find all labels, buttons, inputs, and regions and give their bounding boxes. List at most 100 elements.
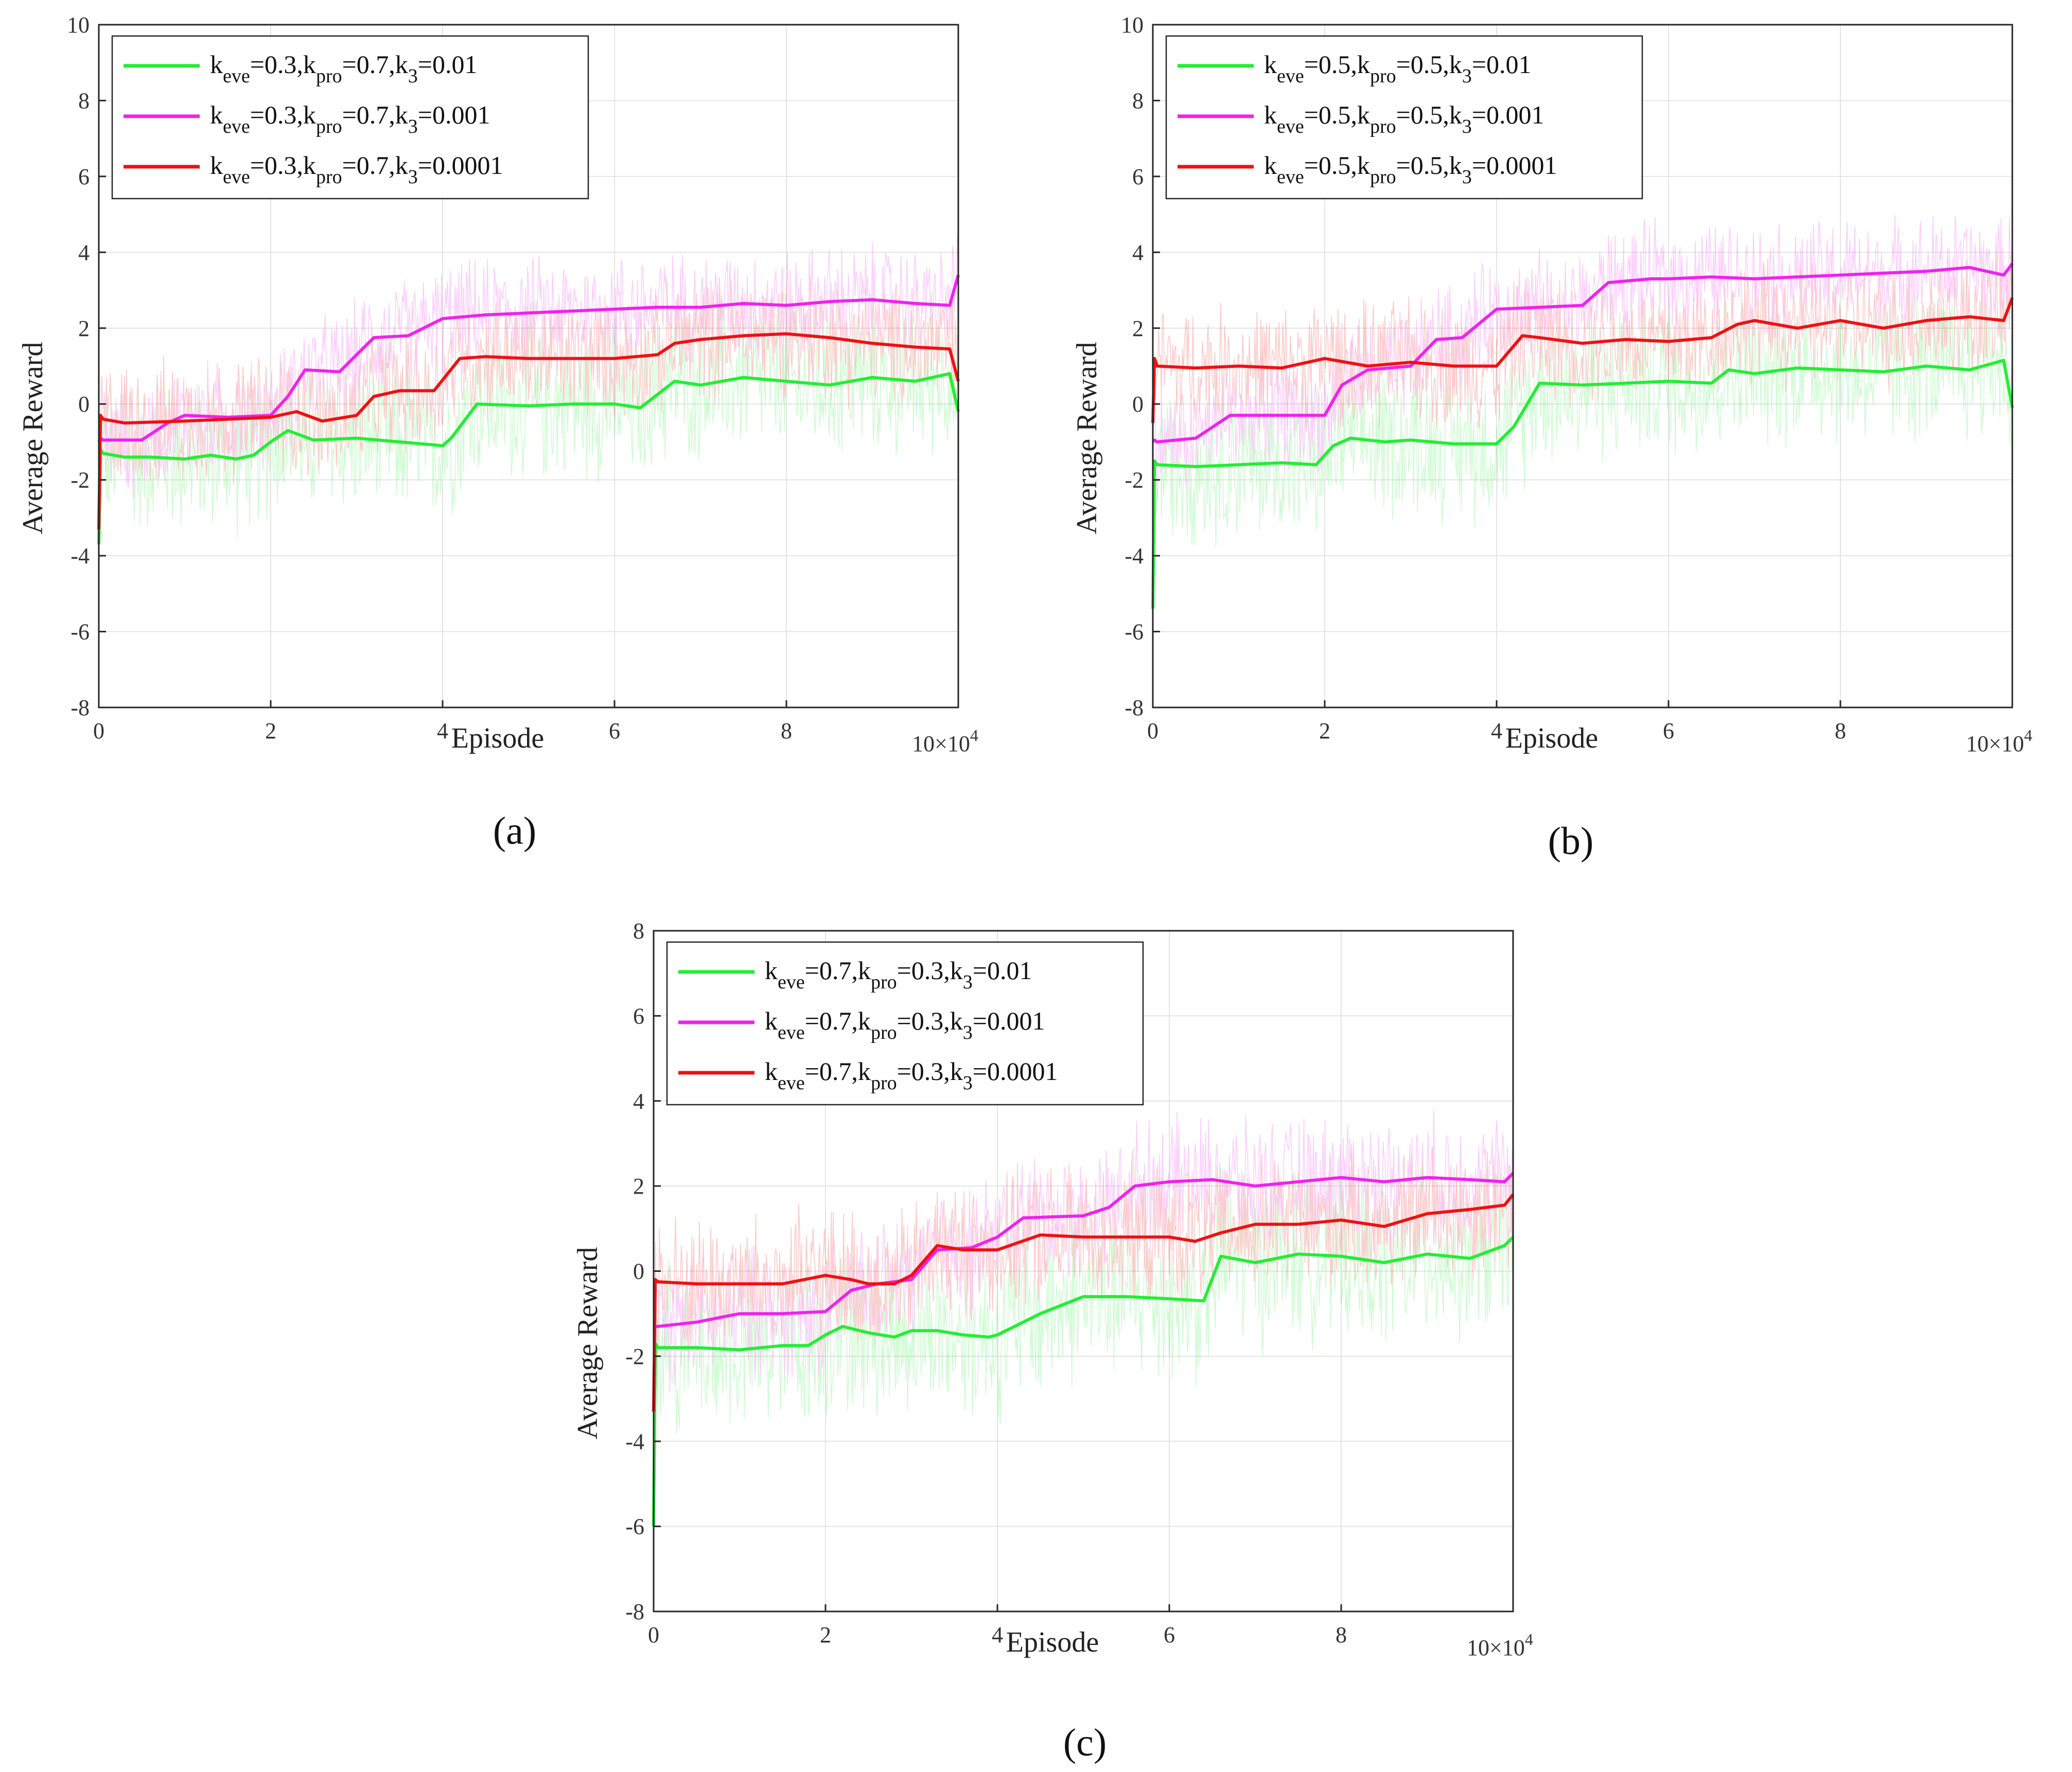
legend-text-part: =0.3,k	[250, 50, 316, 79]
legend-subscript: eve	[1277, 116, 1304, 137]
legend-entry-3: keve=0.3,kpro=0.7,k3=0.0001	[210, 151, 503, 188]
x-multiplier-exponent: 4	[970, 726, 978, 745]
x-tick-label: 6	[1164, 1622, 1175, 1647]
raw-series-3	[1152, 248, 2013, 432]
series-line-2	[654, 1172, 1515, 1328]
legend-subscript: eve	[778, 1072, 805, 1094]
y-tick-label: -8	[625, 1599, 644, 1624]
legend-subscript: eve	[778, 1022, 805, 1043]
series-line-2	[1151, 262, 2014, 444]
x-tick-label: 0	[93, 718, 104, 743]
legend-entry-2: keve=0.5,kpro=0.5,k3=0.001	[1264, 100, 1544, 137]
legend-text-part: k	[765, 1057, 778, 1086]
raw-series-2	[98, 233, 959, 498]
panel-caption-3: (c)	[1063, 1721, 1107, 1764]
y-tick-label: -2	[625, 1344, 644, 1369]
legend-subscript: eve	[223, 166, 250, 188]
legend-subscript: 3	[408, 65, 418, 87]
y-tick-label: -8	[1125, 695, 1144, 720]
raw-series-1	[1152, 293, 2013, 559]
legend-text-part: =0.5,k	[1396, 50, 1462, 79]
y-axis-title: Average Reward	[1071, 342, 1103, 535]
legend-text-part: =0.3,k	[897, 1057, 963, 1086]
legend-subscript: 3	[963, 1072, 973, 1094]
x-multiplier: 10×104	[1966, 726, 2032, 756]
legend-text-part: =0.3,k	[897, 956, 963, 985]
legend-entry-1: keve=0.5,kpro=0.5,k3=0.01	[1264, 50, 1532, 87]
legend-subscript: 3	[963, 1022, 973, 1043]
legend-text-part: =0.0001	[973, 1057, 1058, 1086]
y-tick-label: -6	[1125, 619, 1144, 645]
raw-series-3	[653, 1144, 1514, 1459]
y-tick-label: 4	[1132, 240, 1144, 265]
legend-text-part: =0.5,k	[1304, 50, 1370, 79]
y-tick-label: 10	[67, 12, 90, 38]
y-axis-title: Average Reward	[572, 1247, 604, 1440]
legend-subscript: 3	[408, 166, 418, 188]
legend-subscript: eve	[778, 971, 805, 993]
legend-subscript: eve	[1277, 166, 1304, 188]
legend-text-part: =0.5,k	[1396, 100, 1462, 129]
legend-subscript: eve	[223, 116, 250, 137]
series-line-3	[97, 332, 960, 529]
y-tick-label: -8	[71, 695, 90, 720]
legend-subscript: 3	[963, 971, 973, 993]
raw-reward-noise	[1152, 215, 2013, 559]
y-axis-title: Average Reward	[17, 342, 49, 535]
series-line-1	[97, 372, 960, 545]
x-tick-label: 2	[820, 1622, 831, 1647]
x-multiplier: 10×104	[912, 726, 978, 756]
legend-text-part: =0.5,k	[1304, 100, 1370, 129]
y-tick-label: 0	[633, 1259, 644, 1284]
legend-subscript: pro	[316, 65, 342, 87]
legend-subscript: pro	[871, 1072, 897, 1094]
x-tick-label: 2	[1319, 718, 1330, 743]
y-tick-label: -4	[1125, 543, 1144, 569]
legend: keve=0.7,kpro=0.3,k3=0.01keve=0.7,kpro=0…	[666, 941, 1144, 1106]
legend-text-part: =0.01	[973, 956, 1032, 985]
y-tick-label: 8	[1132, 88, 1144, 113]
chart-panel-2: 0 2 4 6 8 -8 -6 -4 -2 0 2 4 6 8 10 10×104 Episode Average…	[1071, 12, 2032, 756]
y-tick-label: 0	[1132, 392, 1144, 417]
y-tick-label: 2	[1132, 316, 1144, 341]
x-multiplier-exponent: 4	[2024, 726, 2032, 745]
raw-series-1	[98, 299, 959, 538]
series-line-1	[1151, 359, 2014, 609]
legend-text-part: =0.001	[1472, 100, 1544, 129]
raw-series-2	[653, 1109, 1514, 1393]
y-tick-label: 6	[1132, 164, 1144, 189]
x-tick-label: 4	[437, 718, 448, 743]
legend-text-part: k	[765, 1006, 778, 1035]
legend-text-part: =0.7,k	[342, 50, 408, 79]
x-axis-title: Episode	[1505, 722, 1598, 754]
panel-caption-2: (b)	[1548, 820, 1594, 863]
legend-text-part: k	[1264, 151, 1277, 180]
legend: keve=0.5,kpro=0.5,k3=0.01keve=0.5,kpro=0…	[1165, 35, 1643, 200]
panel-caption-1: (a)	[493, 809, 536, 853]
y-tick-label: -6	[71, 619, 90, 645]
y-tick-label: -2	[71, 468, 90, 493]
y-tick-label: 4	[633, 1089, 644, 1114]
x-axis-title: Episode	[451, 722, 544, 754]
x-multiplier: 10×104	[1467, 1630, 1533, 1660]
legend-text-part: =0.7,k	[342, 151, 408, 180]
legend-text-part: k	[1264, 100, 1277, 129]
legend-entry-1: keve=0.7,kpro=0.3,k3=0.01	[765, 956, 1032, 993]
legend-subscript: 3	[408, 116, 418, 137]
y-tick-label: 8	[633, 918, 644, 944]
x-tick-label: 6	[1663, 718, 1674, 743]
y-tick-label: 8	[78, 88, 90, 113]
legend-text-part: k	[765, 956, 778, 985]
y-tick-label: 0	[78, 392, 90, 417]
legend-text-part: =0.0001	[418, 151, 503, 180]
legend-text-part: k	[210, 100, 223, 129]
y-tick-label: 6	[633, 1003, 644, 1029]
legend-text-part: =0.5,k	[1396, 151, 1462, 180]
y-tick-label: 2	[633, 1174, 644, 1199]
x-tick-label: 6	[609, 718, 620, 743]
y-tick-label: 4	[78, 240, 90, 265]
raw-series-2	[1152, 215, 2013, 501]
legend-subscript: 3	[1462, 65, 1472, 87]
legend-subscript: 3	[1462, 116, 1472, 137]
